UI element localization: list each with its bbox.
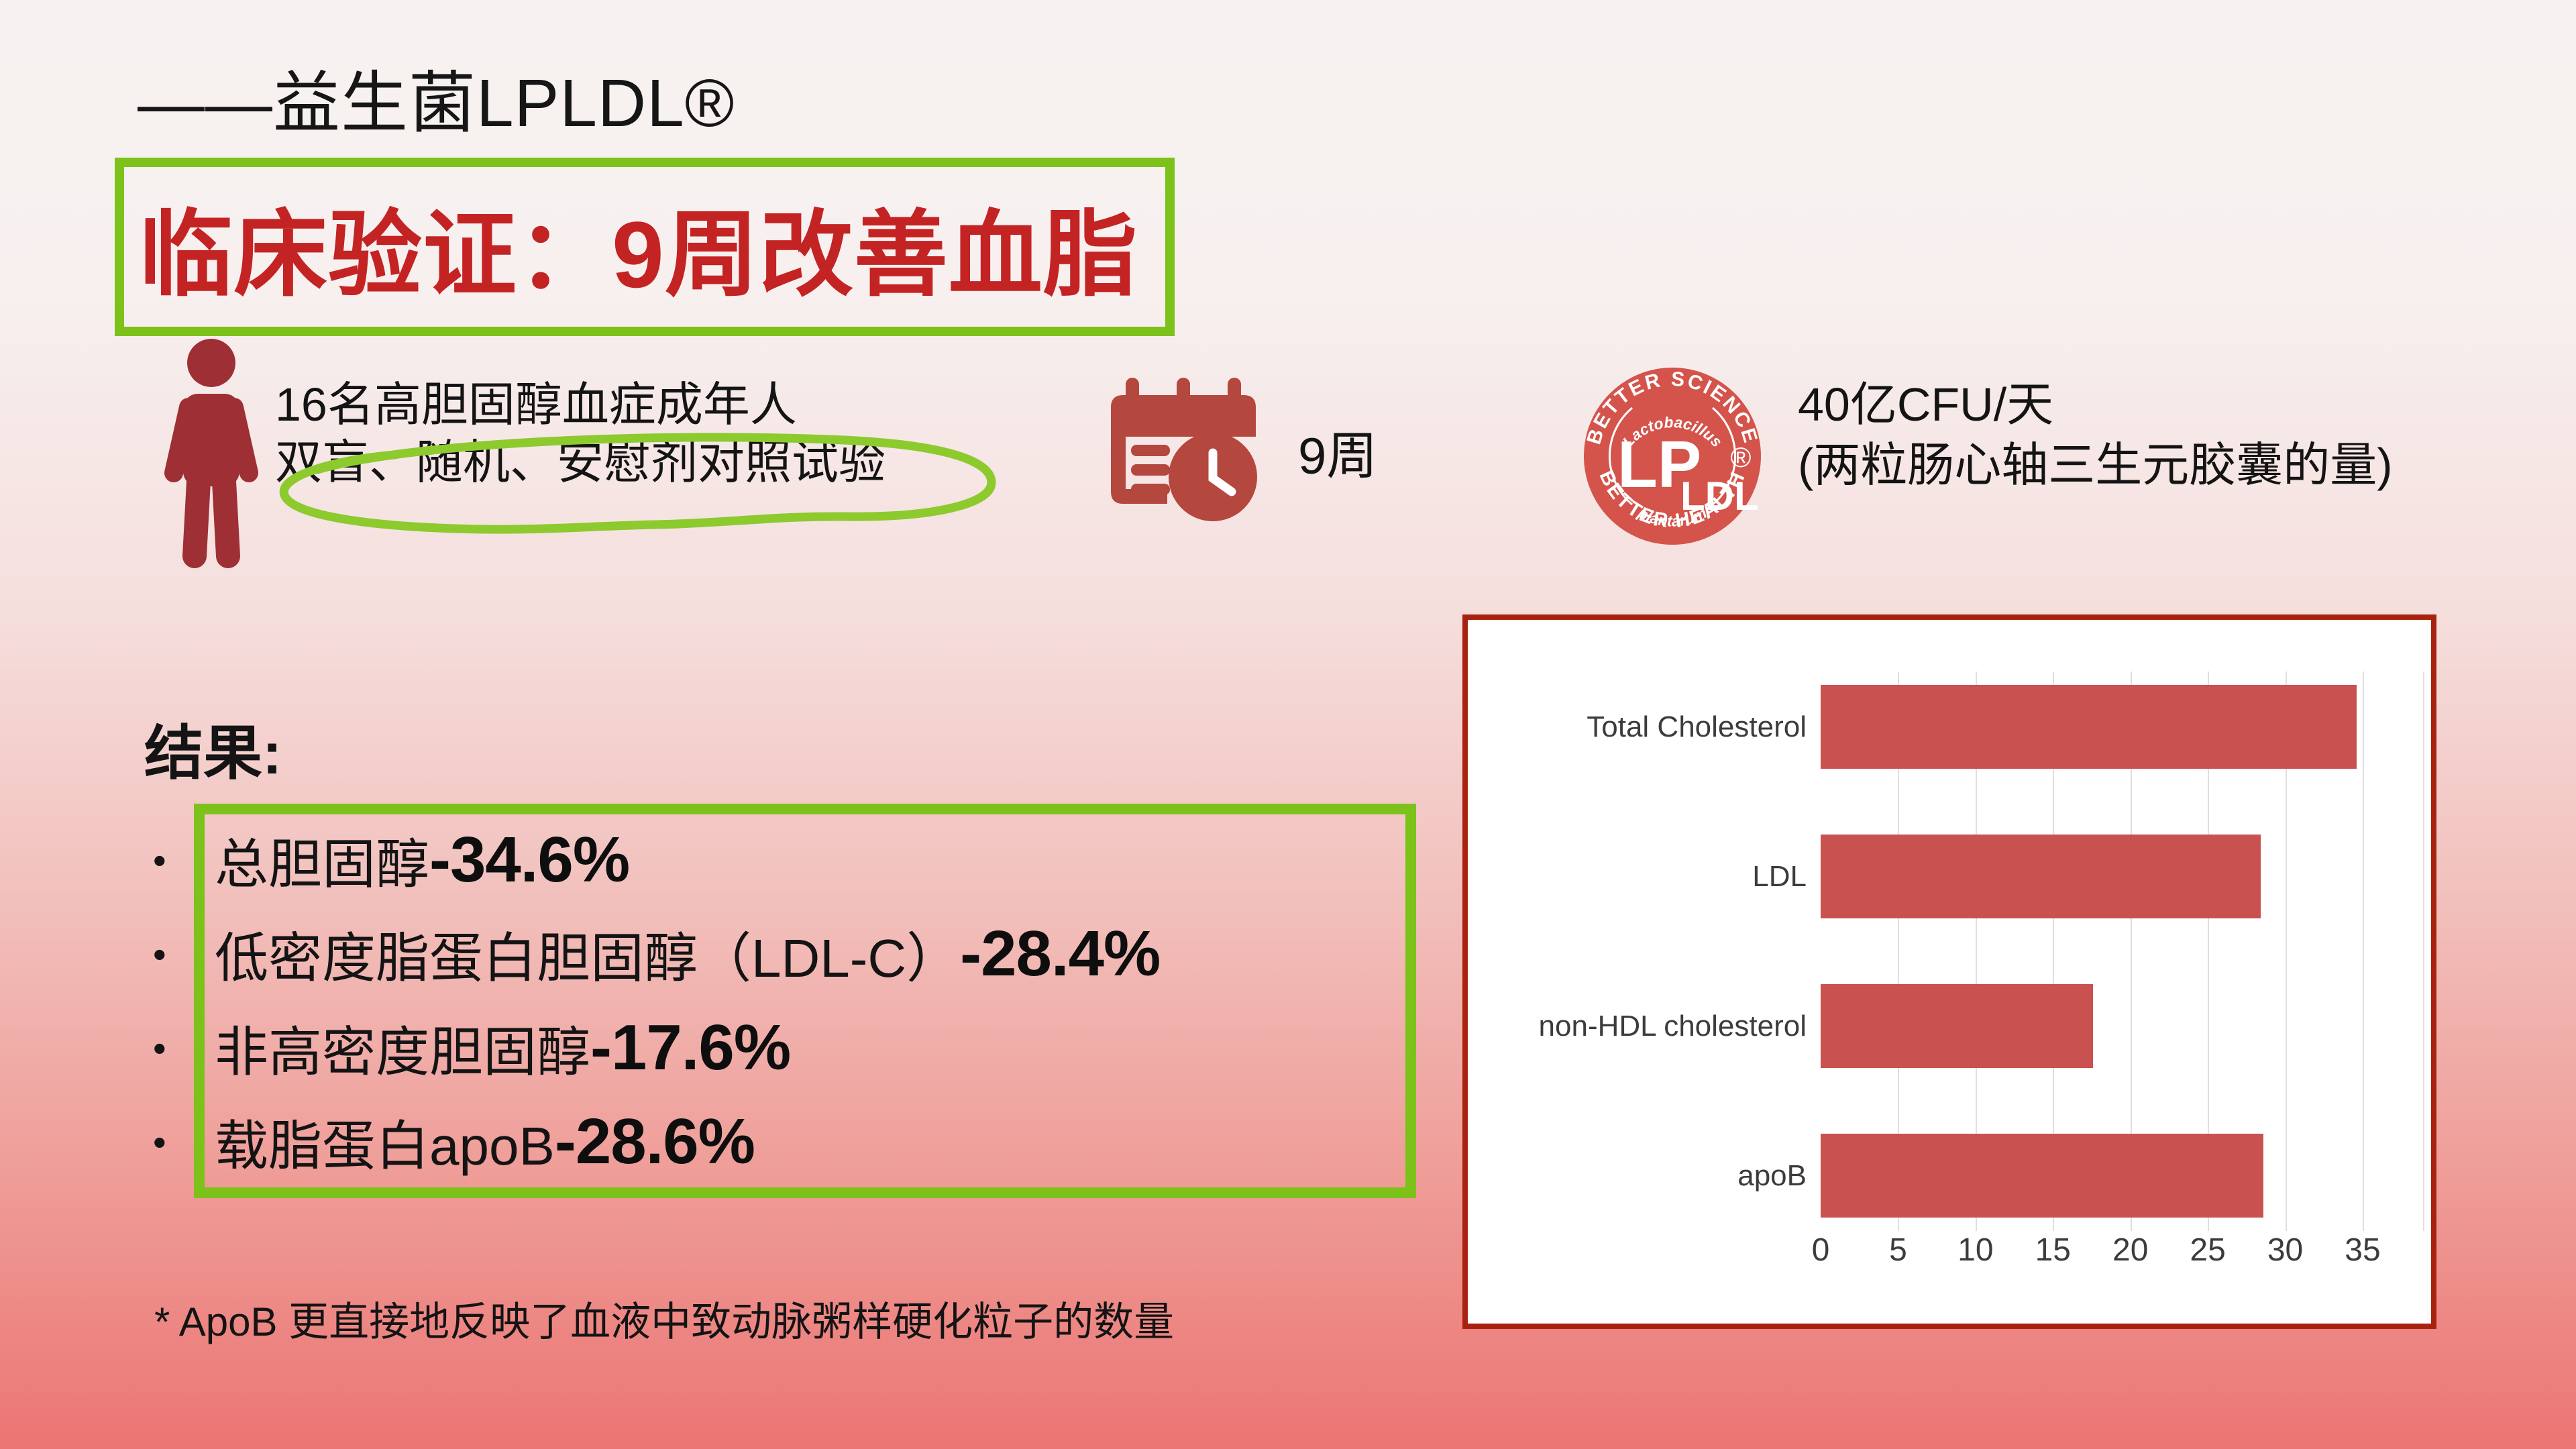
result-value: -28.4% <box>960 918 1161 989</box>
logo-registered-mark: ® <box>1731 441 1752 473</box>
footnote: * ApoB 更直接地反映了血液中致动脉粥样硬化粒子的数量 <box>154 1299 1175 1344</box>
chart-axis: 0 5 10 15 20 25 30 35 <box>1812 1232 2423 1272</box>
result-label: 总胆固醇 <box>215 835 429 894</box>
bullet-glyph: • <box>153 1120 166 1163</box>
chart-bar <box>1821 685 2357 769</box>
chart-tick-label: 20 <box>2112 1232 2149 1268</box>
chart-gridline <box>2423 672 2424 1231</box>
chart-category-label: LDL <box>1752 859 1807 893</box>
headline-green-box: 临床验证：9周改善血脂 <box>115 158 1175 336</box>
chart-category-label: Total Cholesterol <box>1587 710 1807 743</box>
chart-bar <box>1821 984 2094 1068</box>
result-value: -34.6% <box>429 824 630 896</box>
chart-tick-label: 35 <box>2345 1232 2381 1268</box>
participants-text: 16名高胆固醇血症成年人 双盲、随机、安慰剂对照试验 <box>275 376 885 491</box>
lpldl-logo: BETTER SCIENCE BETTER HEALTH Lactobacill… <box>1582 368 1761 545</box>
bar-chart: Total Cholesterol LDL non-HDL cholesterol a… <box>1462 614 2436 1329</box>
dose-line2: (两粒肠心轴三生元胶囊的量) <box>1798 439 2393 491</box>
chart-gridline <box>2053 672 2055 1231</box>
chart-gridline <box>2362 672 2364 1231</box>
chart-tick-label: 30 <box>2267 1232 2304 1268</box>
results-green-box <box>194 804 1416 1198</box>
chart-category-label: non-HDL cholesterol <box>1538 1009 1807 1042</box>
page-title: ——益生菌LPLDL® <box>138 66 735 141</box>
logo-ldl-text: LDL <box>1680 474 1759 519</box>
chart-tick-label: 15 <box>2035 1232 2071 1268</box>
results-list: • 总胆固醇 -34.6% • 低密度脂蛋白胆固醇（LDL-C） -28.4% • 非高密度胆… <box>153 813 1495 1189</box>
result-item: • 总胆固醇 -34.6% <box>153 813 1495 907</box>
chart-category-label: apoB <box>1737 1159 1807 1192</box>
chart-gridline <box>2285 672 2287 1231</box>
chart-tick-label: 0 <box>1811 1232 1830 1268</box>
result-label: 非高密度胆固醇 <box>215 1022 590 1082</box>
dose-line1: 40亿CFU/天 <box>1798 378 2054 431</box>
chart-gridline <box>1975 672 1977 1231</box>
chart-gridline <box>2208 672 2210 1231</box>
bullet-glyph: • <box>153 1026 166 1069</box>
result-item: • 低密度脂蛋白胆固醇（LDL-C） -28.4% <box>153 907 1495 1001</box>
person-icon <box>164 339 258 568</box>
logo-lp-text: LP <box>1617 427 1701 501</box>
result-value: -17.6% <box>590 1012 791 1083</box>
chart-gridline <box>2130 672 2132 1231</box>
duration-text: 9周 <box>1298 428 1378 485</box>
chart-tick-label: 10 <box>1957 1232 1994 1268</box>
bullet-glyph: • <box>153 932 166 975</box>
calendar-clock-icon <box>1111 378 1257 521</box>
chart-tick-label: 5 <box>1889 1232 1907 1268</box>
result-label: 载脂蛋白apoB <box>215 1116 555 1176</box>
bullet-glyph: • <box>153 839 166 881</box>
chart-tick-label: 25 <box>2190 1232 2226 1268</box>
dose-text: 40亿CFU/天 (两粒肠心轴三生元胶囊的量) <box>1798 374 2393 495</box>
chart-bar <box>1821 835 2261 918</box>
chart-bar <box>1821 1134 2264 1218</box>
participants-line1: 16名高胆固醇血症成年人 <box>275 378 797 431</box>
chart-gridline <box>1898 672 1900 1231</box>
headline-text: 临床验证：9周改善血脂 <box>139 202 1138 307</box>
result-item: • 非高密度胆固醇 -17.6% <box>153 1001 1495 1095</box>
results-heading: 结果: <box>144 720 282 786</box>
chart-plot <box>1821 672 2424 1231</box>
result-item: • 载脂蛋白apoB -28.6% <box>153 1095 1495 1189</box>
result-label: 低密度脂蛋白胆固醇（LDL-C） <box>215 928 961 988</box>
result-value: -28.6% <box>554 1106 755 1177</box>
participants-line2: 双盲、随机、安慰剂对照试验 <box>275 436 885 488</box>
